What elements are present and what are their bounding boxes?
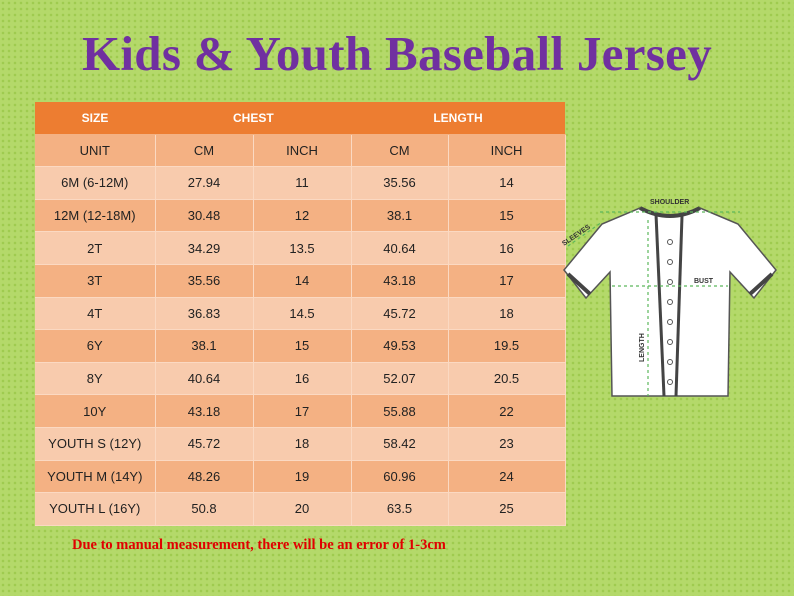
table-header-row: SIZE CHEST LENGTH bbox=[35, 102, 566, 135]
bust-label: BUST bbox=[694, 278, 714, 285]
length-cm-cell: 45.72 bbox=[351, 297, 449, 331]
unit-chest-cm: CM bbox=[155, 134, 254, 168]
table-row: 2T 34.29 13.5 40.64 16 bbox=[35, 231, 566, 265]
header-size: SIZE bbox=[35, 102, 155, 135]
chest-cm-cell: 27.94 bbox=[155, 166, 254, 200]
unit-label: UNIT bbox=[35, 134, 156, 168]
size-chart-body: SIZE CHEST LENGTH UNIT CM INCH CM INCH 6… bbox=[35, 102, 566, 526]
length-cm-cell: 38.1 bbox=[351, 199, 449, 233]
length-cm-cell: 43.18 bbox=[351, 264, 449, 298]
chest-cm-cell: 34.29 bbox=[155, 231, 254, 265]
table-row: 6Y 38.1 15 49.53 19.5 bbox=[35, 329, 566, 363]
length-inch-cell: 19.5 bbox=[448, 329, 566, 363]
table-row: 8Y 40.64 16 52.07 20.5 bbox=[35, 362, 566, 396]
chest-inch-cell: 18 bbox=[253, 427, 352, 461]
chest-inch-cell: 13.5 bbox=[253, 231, 352, 265]
table-row: 6M (6-12M) 27.94 11 35.56 14 bbox=[35, 166, 566, 200]
jersey-placket-right bbox=[674, 215, 684, 397]
jersey-collar bbox=[639, 206, 701, 218]
size-cell: 12M (12-18M) bbox=[35, 199, 156, 233]
size-cell: YOUTH L (16Y) bbox=[35, 492, 156, 526]
length-label: LENGTH bbox=[639, 333, 646, 362]
length-cm-cell: 58.42 bbox=[351, 427, 449, 461]
chest-cm-cell: 35.56 bbox=[155, 264, 254, 298]
jersey-sleeve-trim-left bbox=[566, 272, 592, 296]
table-row: 12M (12-18M) 30.48 12 38.1 15 bbox=[35, 199, 566, 233]
length-inch-cell: 16 bbox=[448, 231, 566, 265]
chest-cm-cell: 45.72 bbox=[155, 427, 254, 461]
size-cell: 2T bbox=[35, 231, 156, 265]
size-cell: 4T bbox=[35, 297, 156, 331]
chest-inch-cell: 20 bbox=[253, 492, 352, 526]
chest-cm-cell: 40.64 bbox=[155, 362, 254, 396]
chest-inch-cell: 19 bbox=[253, 460, 352, 494]
table-row: YOUTH L (16Y) 50.8 20 63.5 25 bbox=[35, 492, 566, 526]
jersey-placket-left bbox=[654, 213, 666, 397]
chest-cm-cell: 43.18 bbox=[155, 394, 254, 428]
unit-length-cm: CM bbox=[351, 134, 449, 168]
chest-inch-cell: 16 bbox=[253, 362, 352, 396]
header-length: LENGTH bbox=[351, 102, 566, 135]
table-unit-row: UNIT CM INCH CM INCH bbox=[35, 134, 566, 168]
table-row: 10Y 43.18 17 55.88 22 bbox=[35, 394, 566, 428]
length-inch-cell: 18 bbox=[448, 297, 566, 331]
page-title: Kids & Youth Baseball Jersey bbox=[81, 26, 712, 81]
chest-cm-cell: 50.8 bbox=[155, 492, 254, 526]
length-inch-cell: 22 bbox=[448, 394, 566, 428]
size-cell: YOUTH M (14Y) bbox=[35, 460, 156, 494]
length-cm-cell: 52.07 bbox=[351, 362, 449, 396]
length-inch-cell: 20.5 bbox=[448, 362, 566, 396]
length-inch-cell: 25 bbox=[448, 492, 566, 526]
length-cm-cell: 63.5 bbox=[351, 492, 449, 526]
length-cm-cell: 49.53 bbox=[351, 329, 449, 363]
header-chest: CHEST bbox=[155, 102, 352, 135]
length-inch-cell: 24 bbox=[448, 460, 566, 494]
table-row: YOUTH S (12Y) 45.72 18 58.42 23 bbox=[35, 427, 566, 461]
length-cm-cell: 55.88 bbox=[351, 394, 449, 428]
size-cell: 6Y bbox=[35, 329, 156, 363]
chest-cm-cell: 36.83 bbox=[155, 297, 254, 331]
unit-chest-inch: INCH bbox=[253, 134, 352, 168]
length-cm-cell: 35.56 bbox=[351, 166, 449, 200]
size-chart-table: SIZE CHEST LENGTH UNIT CM INCH CM INCH 6… bbox=[35, 102, 566, 526]
chest-inch-cell: 11 bbox=[253, 166, 352, 200]
unit-length-inch: INCH bbox=[448, 134, 566, 168]
table-row: YOUTH M (14Y) 48.26 19 60.96 24 bbox=[35, 460, 566, 494]
chest-inch-cell: 15 bbox=[253, 329, 352, 363]
table-row: 4T 36.83 14.5 45.72 18 bbox=[35, 297, 566, 331]
size-cell: YOUTH S (12Y) bbox=[35, 427, 156, 461]
chest-cm-cell: 30.48 bbox=[155, 199, 254, 233]
size-cell: 3T bbox=[35, 264, 156, 298]
chest-inch-cell: 14.5 bbox=[253, 297, 352, 331]
length-cm-cell: 60.96 bbox=[351, 460, 449, 494]
size-cell: 10Y bbox=[35, 394, 156, 428]
shoulder-label: SHOULDER bbox=[650, 199, 689, 206]
jersey-sleeve-trim-right bbox=[748, 272, 774, 296]
chest-inch-cell: 14 bbox=[253, 264, 352, 298]
length-inch-cell: 14 bbox=[448, 166, 566, 200]
length-inch-cell: 23 bbox=[448, 427, 566, 461]
chest-inch-cell: 17 bbox=[253, 394, 352, 428]
length-inch-cell: 17 bbox=[448, 264, 566, 298]
size-cell: 6M (6-12M) bbox=[35, 166, 156, 200]
jersey-buttons bbox=[667, 239, 673, 385]
jersey-diagram: SHOULDER SLEEVES BUST LENGTH bbox=[561, 199, 777, 397]
chest-cm-cell: 48.26 bbox=[155, 460, 254, 494]
chest-cm-cell: 38.1 bbox=[155, 329, 254, 363]
measurement-note: Due to manual measurement, there will be… bbox=[72, 537, 446, 553]
table-row: 3T 35.56 14 43.18 17 bbox=[35, 264, 566, 298]
chest-inch-cell: 12 bbox=[253, 199, 352, 233]
size-cell: 8Y bbox=[35, 362, 156, 396]
length-inch-cell: 15 bbox=[448, 199, 566, 233]
sleeves-guide bbox=[567, 221, 603, 247]
length-cm-cell: 40.64 bbox=[351, 231, 449, 265]
